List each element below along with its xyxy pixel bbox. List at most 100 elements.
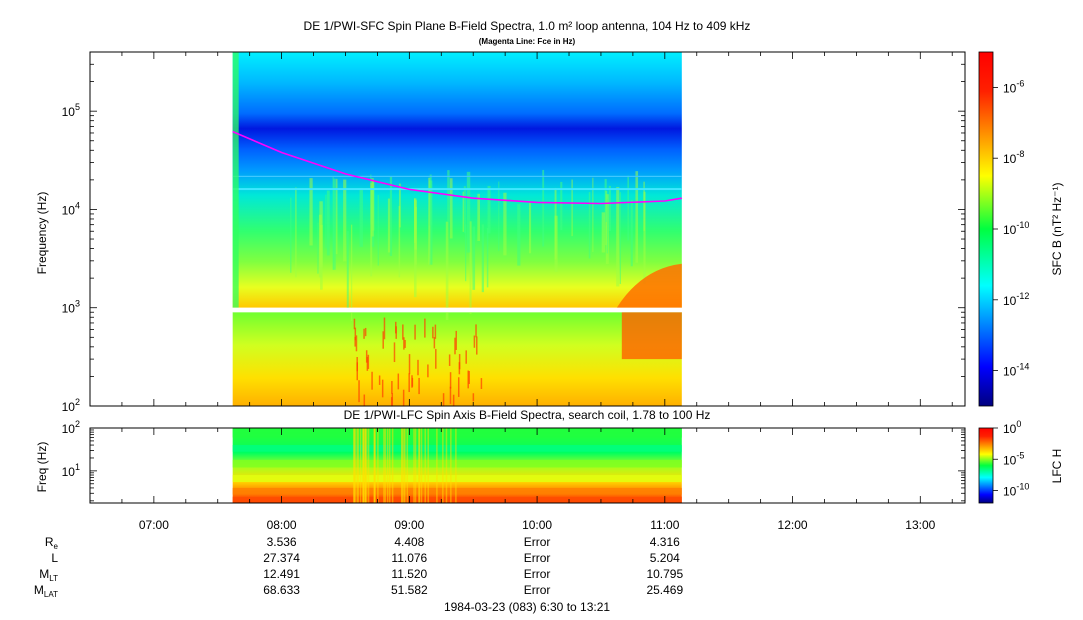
sfc-streak xyxy=(619,192,621,284)
lfc-streak xyxy=(367,428,370,503)
lfc-streak xyxy=(418,428,421,503)
ephemeris-row-label: L xyxy=(51,551,58,565)
sfc-streak xyxy=(571,179,573,237)
lowband-streak xyxy=(414,324,416,340)
lfc-streak xyxy=(424,428,426,503)
sfc-streak xyxy=(463,186,466,234)
lfc-colorbar-label: LFC H xyxy=(1050,449,1064,484)
lfc-band xyxy=(232,475,682,482)
ephemeris-value: 68.633 xyxy=(263,583,300,597)
lowband-streak xyxy=(475,324,477,338)
colorbar-tick-label: 100 xyxy=(1003,419,1021,436)
ephemeris-value: Error xyxy=(524,535,551,549)
lowband-streak xyxy=(358,380,360,403)
lowband-streak xyxy=(417,359,419,376)
lowband-streak xyxy=(448,354,451,366)
lowband-streak xyxy=(408,373,410,393)
lowband-streak xyxy=(454,337,456,355)
sfc-streak xyxy=(469,221,472,315)
lowband-streak xyxy=(476,336,478,355)
lowband-streak xyxy=(480,378,483,389)
lfc-streak xyxy=(414,428,417,503)
sfc-lowband-fill xyxy=(232,312,682,406)
sfc-streak xyxy=(290,197,292,273)
ephemeris-value: 27.374 xyxy=(263,551,300,565)
sfc-plot-frame xyxy=(89,51,966,407)
lowband-streak xyxy=(424,318,426,338)
ephemeris-value: 10.795 xyxy=(646,567,683,581)
lowband-streak xyxy=(404,339,406,348)
lfc-streak xyxy=(364,428,366,503)
x-tick-label: 10:00 xyxy=(522,518,552,532)
sfc-horizontal-stripe xyxy=(232,188,682,191)
sfc-streak xyxy=(592,177,594,252)
x-tick-label: 12:00 xyxy=(778,518,808,532)
sfc-y-label: Frequency (Hz) xyxy=(35,192,49,275)
colorbar-tick-label: 10-10 xyxy=(1003,220,1029,237)
lowband-streak xyxy=(402,389,405,406)
time-axis: 07:00 08:00 09:00 10:00 11:00 12:00 13:00 xyxy=(89,52,953,532)
sfc-streak xyxy=(398,205,401,278)
sfc-streak xyxy=(335,178,338,255)
lowband-streak xyxy=(355,335,358,352)
lowband-streak xyxy=(473,335,476,348)
lfc-band xyxy=(232,445,682,452)
colorbar-tick-label: 10-10 xyxy=(1003,482,1029,499)
sfc-colorbar-label: SFC B (nT² Hz⁻¹) xyxy=(1050,183,1064,276)
lowband-streak xyxy=(381,379,384,398)
ephemeris-value: 5.204 xyxy=(650,551,680,565)
fce-line xyxy=(232,130,682,205)
lfc-streak xyxy=(357,428,360,503)
lowband-streak xyxy=(363,394,366,406)
ephemeris-row-label: MLAT xyxy=(34,583,58,599)
sfc-spectrogram xyxy=(232,52,682,406)
lfc-streak xyxy=(356,428,358,503)
lfc-streak xyxy=(455,428,457,503)
top-panel-subtitle: (Magenta Line: Fce in Hz) xyxy=(479,37,576,46)
sfc-streak xyxy=(389,176,393,256)
lowband-streak xyxy=(442,393,445,406)
sfc-streak xyxy=(560,181,563,231)
sfc-streak xyxy=(398,183,401,228)
lfc-streak xyxy=(413,428,415,503)
x-tick-label: 07:00 xyxy=(139,518,169,532)
lowband-streak xyxy=(354,336,356,347)
lfc-streak xyxy=(354,428,356,503)
sfc-streak xyxy=(635,171,639,263)
sfc-left-edge xyxy=(232,52,239,308)
sfc-streak xyxy=(447,170,450,222)
sfc-streak xyxy=(309,178,313,246)
sfc-streak xyxy=(370,183,373,277)
sfc-streak xyxy=(643,181,645,231)
lowband-streak xyxy=(433,337,436,349)
sfc-colorbar xyxy=(978,51,994,407)
ephemeris-value: 25.469 xyxy=(646,583,683,597)
colorbar-tick-label: 10-5 xyxy=(1003,450,1024,467)
sfc-streak xyxy=(542,169,545,247)
lfc-streak xyxy=(359,428,362,503)
ephemeris-value: 4.408 xyxy=(394,535,424,549)
lfc-streak xyxy=(406,428,409,503)
ephemeris-value: 12.491 xyxy=(263,567,300,581)
sfc-streak xyxy=(503,192,507,256)
lfc-streak xyxy=(384,428,387,503)
y-tick-label: 102 xyxy=(62,397,80,414)
lowband-streak xyxy=(382,331,384,349)
lowband-streak xyxy=(468,371,470,385)
sfc-streak xyxy=(387,198,391,253)
sfc-streak xyxy=(319,201,323,268)
lowband-streak xyxy=(411,375,413,388)
ephemeris-value: 11.076 xyxy=(391,551,427,565)
lowband-streak xyxy=(395,326,397,339)
y-tick-label: 104 xyxy=(62,200,80,217)
sfc-streak xyxy=(608,185,612,231)
x-tick-label: 09:00 xyxy=(394,518,424,532)
sfc-streak xyxy=(449,178,453,239)
lfc-streak xyxy=(353,428,355,503)
sfc-streak xyxy=(528,203,532,254)
sfc-streak xyxy=(487,185,491,234)
lfc-band xyxy=(232,496,682,503)
lowband-streak xyxy=(418,377,420,395)
time-range-footer: 1984-03-23 (083) 6:30 to 13:21 xyxy=(444,600,610,614)
ephemeris-value: 3.536 xyxy=(267,535,297,549)
